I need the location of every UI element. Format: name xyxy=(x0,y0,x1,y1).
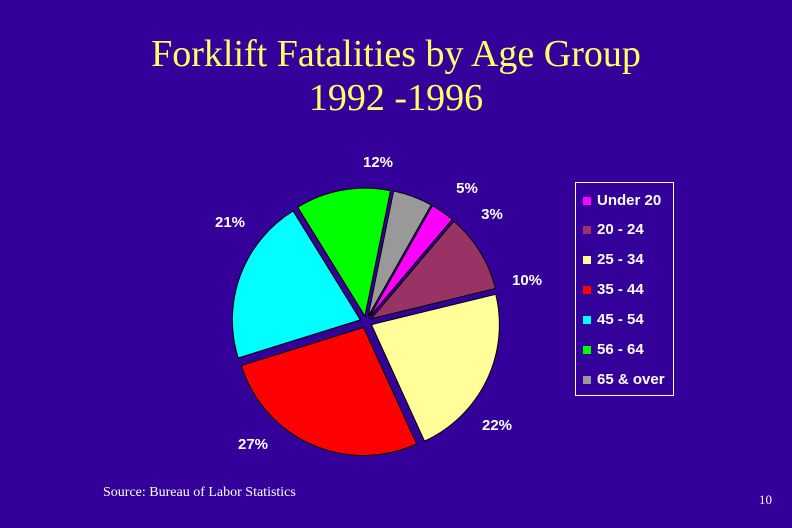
legend-swatch-under-20 xyxy=(583,197,591,205)
legend-swatch-20-24 xyxy=(583,226,591,234)
slide-title-line2: 1992 -1996 xyxy=(308,77,484,119)
source-note: Source: Bureau of Labor Statistics xyxy=(103,485,296,500)
pie-slice-20-24 xyxy=(369,220,497,320)
legend-swatch-56-64 xyxy=(583,346,591,354)
legend-swatch-45-54 xyxy=(583,316,591,324)
data-label: 10% xyxy=(512,272,542,289)
legend-label: 20 - 24 xyxy=(597,221,644,238)
legend-label: Under 20 xyxy=(597,192,662,209)
legend-label: 35 - 44 xyxy=(597,281,644,298)
legend-label: 65 & over xyxy=(597,371,665,388)
page-number: 10 xyxy=(759,492,772,507)
slide-title-line1: Forklift Fatalities by Age Group xyxy=(151,33,641,75)
legend-label: 25 - 34 xyxy=(597,251,644,268)
pie-slice-under-20 xyxy=(368,204,453,318)
legend-swatch-35-44 xyxy=(583,286,591,294)
legend-label: 45 - 54 xyxy=(597,311,644,328)
legend-swatch-65-over xyxy=(583,376,591,384)
pie-slice-25-34 xyxy=(370,293,500,442)
data-label: 5% xyxy=(456,180,478,197)
data-label: 21% xyxy=(215,214,245,231)
data-label: 12% xyxy=(363,154,393,171)
pie-slice-65-over xyxy=(367,190,432,317)
data-label: 22% xyxy=(482,417,512,434)
pie-slice-56-64 xyxy=(296,187,392,318)
legend-label: 56 - 64 xyxy=(597,341,644,358)
data-label: 3% xyxy=(481,206,503,223)
data-label: 27% xyxy=(238,436,268,453)
pie-slice-35-44 xyxy=(240,326,418,456)
pie-slice-45-54 xyxy=(231,210,362,359)
legend-swatch-25-34 xyxy=(583,256,591,264)
chart-legend: Under 20 20 - 24 25 - 34 35 - 44 45 - 54… xyxy=(575,182,674,396)
